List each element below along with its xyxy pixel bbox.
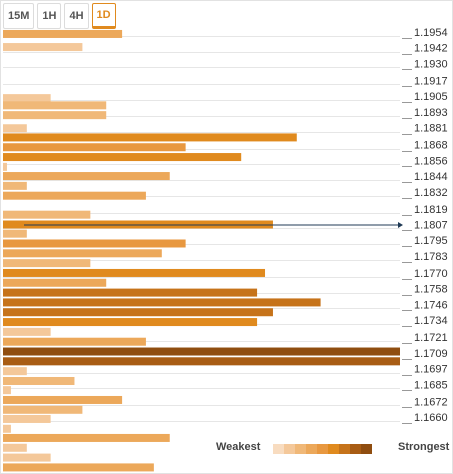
bar — [3, 191, 146, 200]
y-tick-label: 1.1697 — [414, 364, 448, 376]
bar — [3, 133, 297, 142]
bar — [3, 153, 242, 162]
bar — [3, 210, 91, 219]
bar — [3, 395, 123, 404]
tab-15m[interactable]: 15M — [3, 3, 35, 29]
y-tick-label: 1.1942 — [414, 43, 448, 55]
tab-4h[interactable]: 4H — [64, 3, 89, 29]
bar — [3, 327, 51, 336]
bar — [3, 298, 321, 307]
bar — [3, 347, 400, 356]
y-tick-label: 1.1660 — [414, 412, 448, 424]
y-tick-label: 1.1868 — [414, 140, 448, 152]
y-tick-label: 1.1819 — [414, 204, 448, 216]
y-tick-label: 1.1758 — [414, 284, 448, 296]
bar — [3, 111, 107, 120]
bar — [3, 453, 51, 462]
y-tick-label: 1.1721 — [414, 332, 448, 344]
bar — [3, 405, 83, 414]
bar — [3, 239, 186, 248]
bar — [3, 259, 91, 268]
bar — [3, 376, 75, 385]
bar — [3, 288, 258, 297]
y-tick-label: 1.1734 — [414, 315, 448, 327]
bar — [3, 29, 123, 38]
legend-strongest-label: Strongest — [398, 441, 450, 453]
legend-swatch — [284, 444, 295, 454]
y-tick-label: 1.1783 — [414, 251, 448, 263]
bar — [3, 143, 186, 152]
bar — [3, 424, 11, 433]
legend-swatch — [350, 444, 361, 454]
bar — [3, 268, 266, 277]
y-tick-label: 1.1881 — [414, 123, 448, 135]
bar — [3, 308, 273, 317]
y-tick-label: 1.1685 — [414, 379, 448, 391]
bar — [3, 367, 27, 376]
bar — [3, 43, 83, 52]
bar — [3, 443, 27, 452]
timeframe-tabs: 15M 1H 4H 1D — [3, 3, 119, 29]
bar — [3, 101, 107, 110]
y-tick-label: 1.1905 — [414, 91, 448, 103]
y-tick-label: 1.1795 — [414, 235, 448, 247]
legend-swatch — [273, 444, 284, 454]
bar — [3, 433, 170, 442]
legend-swatch — [295, 444, 306, 454]
bar — [3, 337, 146, 346]
y-tick-label: 1.1770 — [414, 268, 448, 280]
bar — [3, 181, 27, 190]
y-tick-label: 1.1893 — [414, 107, 448, 119]
bar — [3, 357, 400, 366]
y-tick-label: 1.1832 — [414, 187, 448, 199]
legend-swatch — [328, 444, 339, 454]
y-tick-label: 1.1954 — [414, 27, 448, 39]
legend-swatch — [339, 444, 350, 454]
bar — [3, 463, 154, 472]
y-tick-label: 1.1844 — [414, 171, 448, 183]
legend-swatch — [361, 444, 372, 454]
bar — [3, 94, 51, 103]
y-tick-label: 1.1672 — [414, 396, 448, 408]
tab-1d[interactable]: 1D — [91, 3, 116, 29]
legend-swatch — [306, 444, 317, 454]
bar — [3, 386, 11, 395]
current-price-marker — [398, 222, 403, 228]
y-tick-label: 1.1917 — [414, 75, 448, 87]
legend-weakest-label: Weakest — [216, 441, 261, 453]
legend-swatch — [317, 444, 328, 454]
y-tick-label: 1.1746 — [414, 299, 448, 311]
y-tick-label: 1.1709 — [414, 348, 448, 360]
bar — [3, 249, 162, 258]
y-tick-label: 1.1807 — [414, 220, 448, 232]
bar — [3, 278, 107, 287]
legend-swatches — [273, 444, 372, 454]
y-tick-label: 1.1930 — [414, 58, 448, 70]
y-tick-label: 1.1856 — [414, 155, 448, 167]
bar — [3, 124, 27, 133]
bar — [3, 318, 258, 327]
tab-1h[interactable]: 1H — [37, 3, 62, 29]
bar — [3, 162, 7, 171]
bar — [3, 229, 27, 238]
bar — [3, 414, 51, 423]
bar — [3, 172, 170, 181]
